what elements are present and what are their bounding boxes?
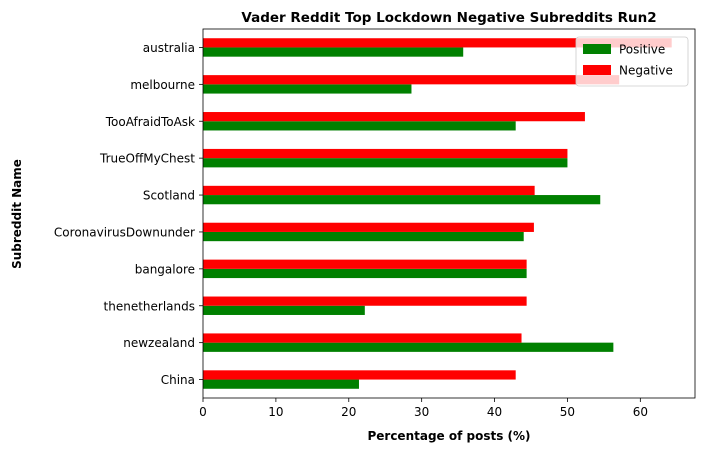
x-tick-label: 0: [199, 405, 207, 419]
legend: Positive Negative: [575, 36, 689, 87]
x-tick-label: 10: [268, 405, 283, 419]
bar-negative-thenetherlands: [203, 296, 527, 306]
bar-negative-tooafraidtoask: [203, 112, 585, 122]
y-tick-label: TooAfraidToAsk: [105, 115, 195, 129]
x-tick-label: 60: [633, 405, 648, 419]
bar-negative-china: [203, 370, 516, 380]
y-tick-label: Scotland: [143, 189, 195, 203]
bar-positive-newzealand: [203, 342, 614, 352]
bar-negative-australia: [203, 38, 672, 48]
y-tick-label: TrueOffMyChest: [99, 152, 195, 166]
bar-negative-coronavirusdownunder: [203, 222, 534, 232]
bar-positive-scotland: [203, 195, 601, 205]
bar-negative-scotland: [203, 185, 535, 196]
y-axis-label: Subreddit Name: [10, 159, 24, 269]
x-tick-label: 30: [414, 405, 429, 419]
legend-swatch-positive: [583, 44, 611, 54]
chart-title: Vader Reddit Top Lockdown Negative Subre…: [241, 10, 656, 26]
bar-positive-coronavirusdownunder: [203, 231, 524, 242]
bar-negative-bangalore: [203, 259, 527, 269]
bar-negative-trueoffmychest: [203, 148, 568, 159]
y-tick-label: australia: [143, 41, 195, 55]
bar-positive-melbourne: [203, 84, 412, 94]
bar-positive-tooafraidtoask: [203, 121, 516, 131]
x-tick-label: 20: [341, 405, 356, 419]
y-tick-label: CoronavirusDownunder: [54, 225, 195, 239]
bars-layer: [203, 38, 672, 389]
x-tick-label: 40: [487, 405, 502, 419]
bar-negative-melbourne: [203, 75, 620, 85]
axes-layer: China newzealand thenetherlands bangalore Co…: [54, 28, 696, 419]
bar-positive-bangalore: [203, 268, 527, 279]
x-tick-label: 50: [560, 405, 575, 419]
plot-frame: [202, 28, 696, 399]
bar-positive-china: [203, 379, 359, 389]
legend-label-positive: Positive: [619, 43, 665, 57]
y-tick-label: bangalore: [135, 262, 195, 276]
bar-positive-trueoffmychest: [203, 158, 568, 168]
legend-swatch-negative: [583, 65, 611, 75]
bar-positive-australia: [203, 47, 464, 57]
bar-positive-thenetherlands: [203, 305, 365, 315]
bar-negative-newzealand: [203, 333, 522, 343]
y-tick-label: melbourne: [130, 78, 195, 92]
y-tick-label: thenetherlands: [104, 299, 195, 313]
legend-label-negative: Negative: [619, 64, 673, 78]
y-tick-label: newzealand: [123, 336, 195, 350]
x-axis-label: Percentage of posts (%): [367, 429, 530, 443]
y-tick-label: China: [161, 373, 195, 387]
